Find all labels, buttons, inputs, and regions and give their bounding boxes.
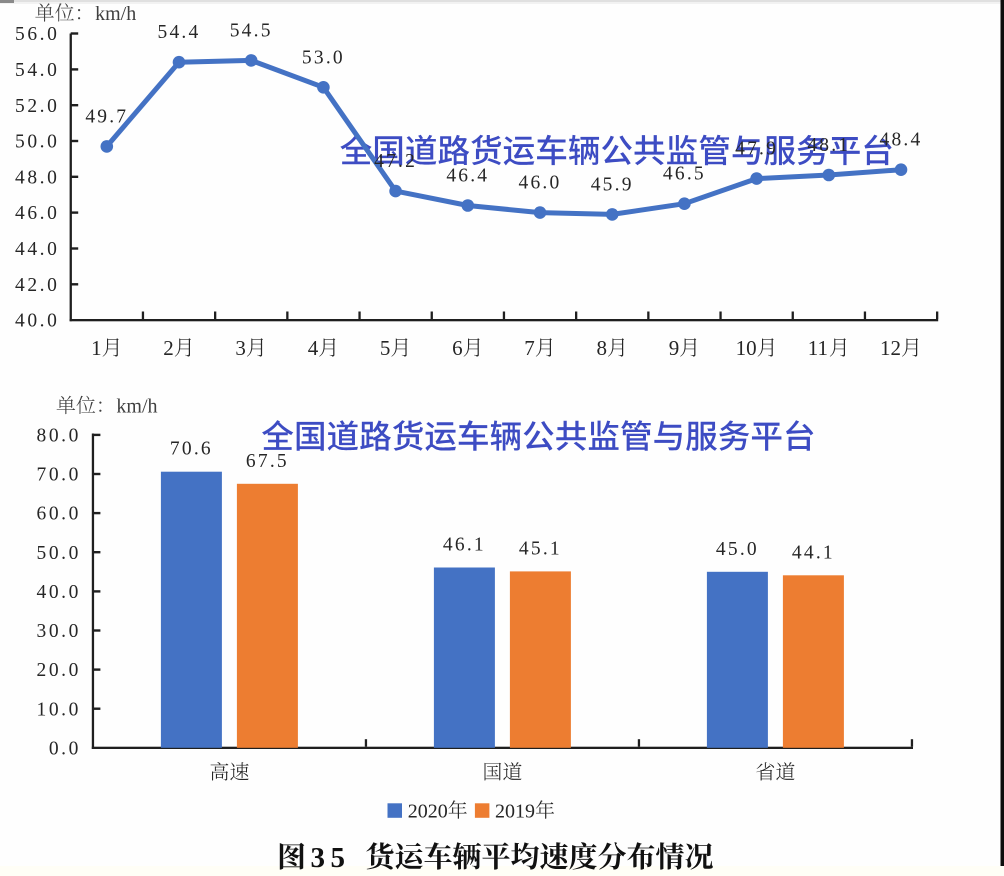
svg-text:47.2: 47.2 [374,151,417,172]
svg-text:3: 3 [235,336,246,360]
svg-text:48.4: 48.4 [880,130,923,151]
svg-text:54.0: 54.0 [15,60,60,81]
svg-text:40.0: 40.0 [36,582,81,603]
svg-text:0.0: 0.0 [49,738,81,759]
svg-text:2020: 2020 [408,800,448,822]
svg-text:80.0: 80.0 [36,426,81,447]
svg-text:60.0: 60.0 [36,504,81,525]
svg-text:44.1: 44.1 [792,542,835,563]
svg-text:52.0: 52.0 [15,96,60,117]
svg-text:2: 2 [163,336,174,360]
svg-text:30.0: 30.0 [36,621,81,642]
svg-text:35: 35 [311,842,351,874]
svg-text:56.0: 56.0 [15,24,60,45]
svg-text:11: 11 [808,336,828,360]
svg-text:8: 8 [597,336,608,360]
svg-text:20.0: 20.0 [36,660,81,681]
svg-text:50.0: 50.0 [15,132,60,153]
svg-text:54.4: 54.4 [158,22,201,43]
svg-text:70.6: 70.6 [170,439,213,460]
svg-text:10.0: 10.0 [36,699,81,720]
svg-text:2019: 2019 [495,800,535,822]
svg-text:67.5: 67.5 [246,451,289,472]
svg-text:48.0: 48.0 [15,167,60,188]
svg-text:54.5: 54.5 [230,20,273,41]
svg-text:40.0: 40.0 [15,311,60,332]
svg-text:9: 9 [669,336,680,360]
svg-text:km/h: km/h [95,3,136,25]
svg-text:6: 6 [452,336,463,360]
svg-text:46.5: 46.5 [663,164,706,185]
svg-text:50.0: 50.0 [36,543,81,564]
svg-text:53.0: 53.0 [302,47,345,68]
svg-text:45.9: 45.9 [591,174,634,195]
svg-text:10: 10 [736,336,757,360]
svg-text:42.0: 42.0 [15,275,60,296]
svg-text:12: 12 [880,336,901,360]
svg-text:44.0: 44.0 [15,239,60,260]
svg-text:46.0: 46.0 [519,173,562,194]
svg-text:46.1: 46.1 [443,535,486,556]
svg-text:5: 5 [380,336,391,360]
svg-text:4: 4 [308,336,319,360]
svg-text:47.9: 47.9 [735,139,778,160]
svg-text:45.1: 45.1 [519,538,562,559]
svg-text:49.7: 49.7 [85,106,128,127]
svg-text:70.0: 70.0 [36,465,81,486]
svg-text:km/h: km/h [116,396,157,418]
svg-text:45.0: 45.0 [716,539,759,560]
svg-text:7: 7 [524,336,535,360]
svg-text:48.1: 48.1 [807,135,850,156]
svg-text:46.4: 46.4 [446,166,489,187]
svg-text:46.0: 46.0 [15,203,60,224]
svg-text:1: 1 [91,336,102,360]
